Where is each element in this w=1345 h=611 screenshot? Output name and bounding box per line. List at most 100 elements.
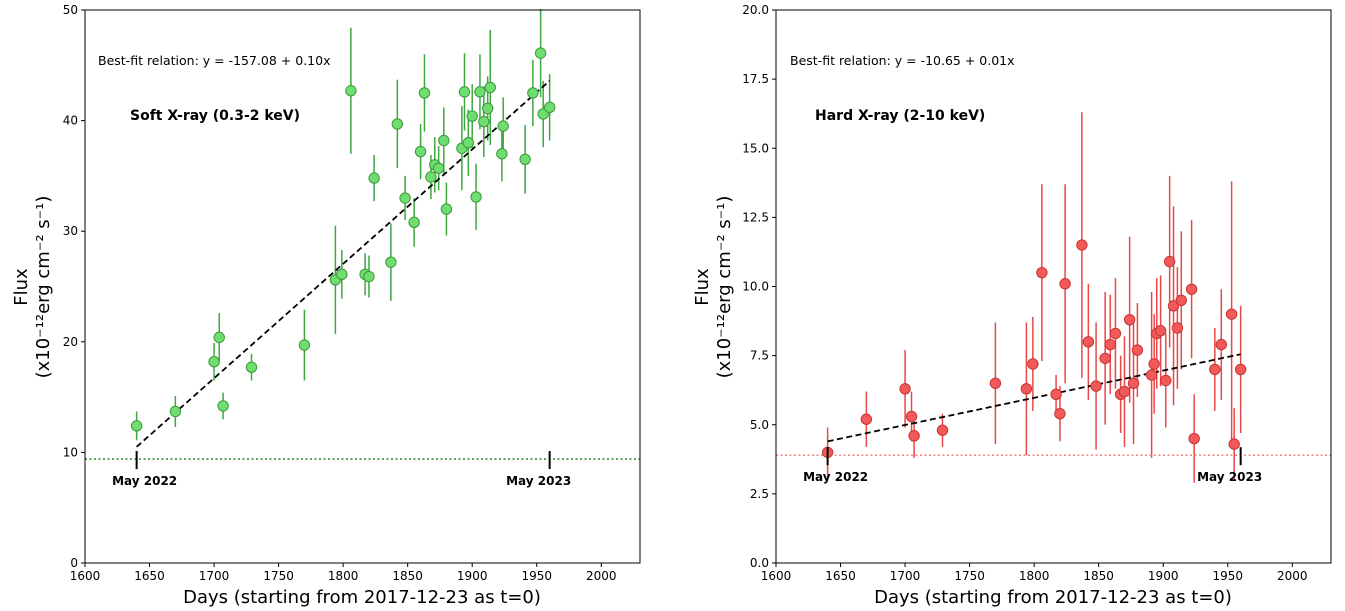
- data-point: [466, 110, 478, 122]
- data-point: [908, 430, 920, 442]
- data-point: [245, 361, 258, 373]
- data-point: [936, 424, 949, 436]
- data-point: [1171, 322, 1184, 334]
- best-fit-line: [776, 353, 1331, 456]
- data-point: [169, 405, 182, 418]
- y-axis-label-line2: (x10⁻¹²erg cm⁻² s⁻¹): [33, 196, 54, 379]
- fit-line: [136, 80, 551, 448]
- data-point: [1127, 377, 1140, 389]
- data-point: [484, 81, 496, 94]
- x-tick-label: 1850: [1083, 569, 1114, 583]
- date-marker-label: May 2023: [1197, 470, 1262, 484]
- x-tick-label: 1900: [457, 569, 488, 583]
- data-points: [130, 47, 556, 432]
- y-axis-label-line1: Flux: [11, 268, 32, 306]
- y-tick-label: 2.5: [750, 487, 769, 501]
- data-point: [1131, 344, 1144, 356]
- data-point: [1148, 358, 1160, 370]
- data-point: [418, 87, 431, 99]
- x-axis-label: Days (starting from 2017-12-23 as t=0): [874, 587, 1232, 608]
- data-point: [1160, 374, 1172, 387]
- x-tick-label: 1650: [134, 569, 165, 583]
- band-label: Hard X-ray (2-10 keV): [815, 108, 985, 124]
- y-axis-label-line1: Flux: [692, 268, 713, 306]
- data-point: [1175, 294, 1187, 307]
- data-point: [391, 118, 404, 130]
- x-tick-label: 2000: [1277, 569, 1308, 583]
- data-point: [458, 86, 471, 98]
- data-point: [1054, 407, 1066, 420]
- data-point: [336, 268, 348, 281]
- y-tick-label: 17.5: [742, 72, 769, 86]
- data-point: [1228, 438, 1240, 450]
- data-point: [1154, 325, 1167, 337]
- hard-xray-panel: May 2022 May 2023 1600 1650 1700 1750 1800 1850…: [692, 3, 1332, 608]
- data-point: [543, 101, 556, 114]
- date-marker-label: May 2023: [506, 474, 571, 488]
- data-point: [425, 171, 437, 183]
- soft-xray-panel: May 2022 May 2023 1600 1650 1700 1750 1800 1850…: [11, 3, 641, 608]
- data-point: [527, 87, 539, 99]
- data-point: [989, 377, 1002, 389]
- data-point: [213, 331, 225, 344]
- data-point: [1167, 300, 1180, 312]
- data-point: [298, 339, 311, 351]
- y-tick-label: 12.5: [742, 210, 769, 224]
- data-point: [440, 203, 453, 215]
- axes: May 2022 May 2023 1600 1650 1700 1750 1800 1850…: [742, 3, 1332, 583]
- data-point: [462, 137, 475, 149]
- data-point: [438, 134, 450, 147]
- x-tick-label: 2000: [586, 569, 617, 583]
- y-tick-label: 10: [63, 445, 78, 459]
- x-axis-label: Days (starting from 2017-12-23 as t=0): [183, 587, 541, 608]
- data-point: [1050, 388, 1062, 401]
- x-tick-label: 1800: [328, 569, 359, 583]
- y-tick-label: 30: [63, 224, 78, 238]
- data-point: [1082, 336, 1095, 348]
- date-marker-label: May 2022: [803, 470, 868, 484]
- x-tick-label: 1700: [199, 569, 230, 583]
- data-point: [414, 145, 427, 158]
- data-point: [1163, 255, 1176, 268]
- data-point: [1185, 283, 1198, 295]
- date-marker-label: May 2022: [112, 474, 177, 488]
- data-point: [496, 148, 508, 160]
- x-tick-label: 1800: [1019, 569, 1050, 583]
- x-tick-label: 1650: [825, 569, 856, 583]
- data-point: [1036, 266, 1048, 279]
- y-tick-label: 0.0: [750, 556, 769, 570]
- y-tick-label: 15.0: [742, 141, 769, 155]
- plot-frame: [84, 9, 641, 564]
- fit-line: [827, 353, 1241, 443]
- data-point: [474, 86, 486, 98]
- data-point: [1109, 327, 1122, 340]
- y-tick-label: 5.0: [750, 418, 769, 432]
- error-bars: [135, 8, 551, 441]
- data-point: [399, 192, 411, 204]
- band-label: Soft X-ray (0.3-2 keV): [130, 108, 300, 124]
- data-point: [1104, 338, 1116, 351]
- data-point: [208, 356, 220, 368]
- y-tick-label: 20: [63, 335, 78, 349]
- x-tick-label: 1950: [1212, 569, 1243, 583]
- data-point: [368, 172, 380, 184]
- y-tick-label: 20.0: [742, 3, 769, 17]
- data-point: [432, 162, 445, 174]
- data-point: [519, 153, 531, 166]
- data-point: [899, 383, 911, 395]
- x-tick-label: 1700: [890, 569, 921, 583]
- y-axis-label-line2: (x10⁻¹²erg cm⁻² s⁻¹): [714, 196, 735, 379]
- data-point: [1020, 383, 1033, 395]
- data-point: [1123, 313, 1136, 326]
- data-point: [130, 420, 143, 432]
- best-fit-annotation: Best-fit relation: y = -10.65 + 0.01x: [790, 53, 1015, 68]
- x-tick-label: 1750: [263, 569, 294, 583]
- best-fit-line: [85, 80, 640, 460]
- data-point: [1225, 308, 1238, 320]
- data-point: [1027, 358, 1039, 370]
- data-point: [1145, 369, 1158, 381]
- x-tick-label: 1600: [761, 569, 792, 583]
- best-fit-annotation: Best-fit relation: y = -157.08 + 0.10x: [98, 53, 330, 68]
- data-point: [1215, 338, 1227, 351]
